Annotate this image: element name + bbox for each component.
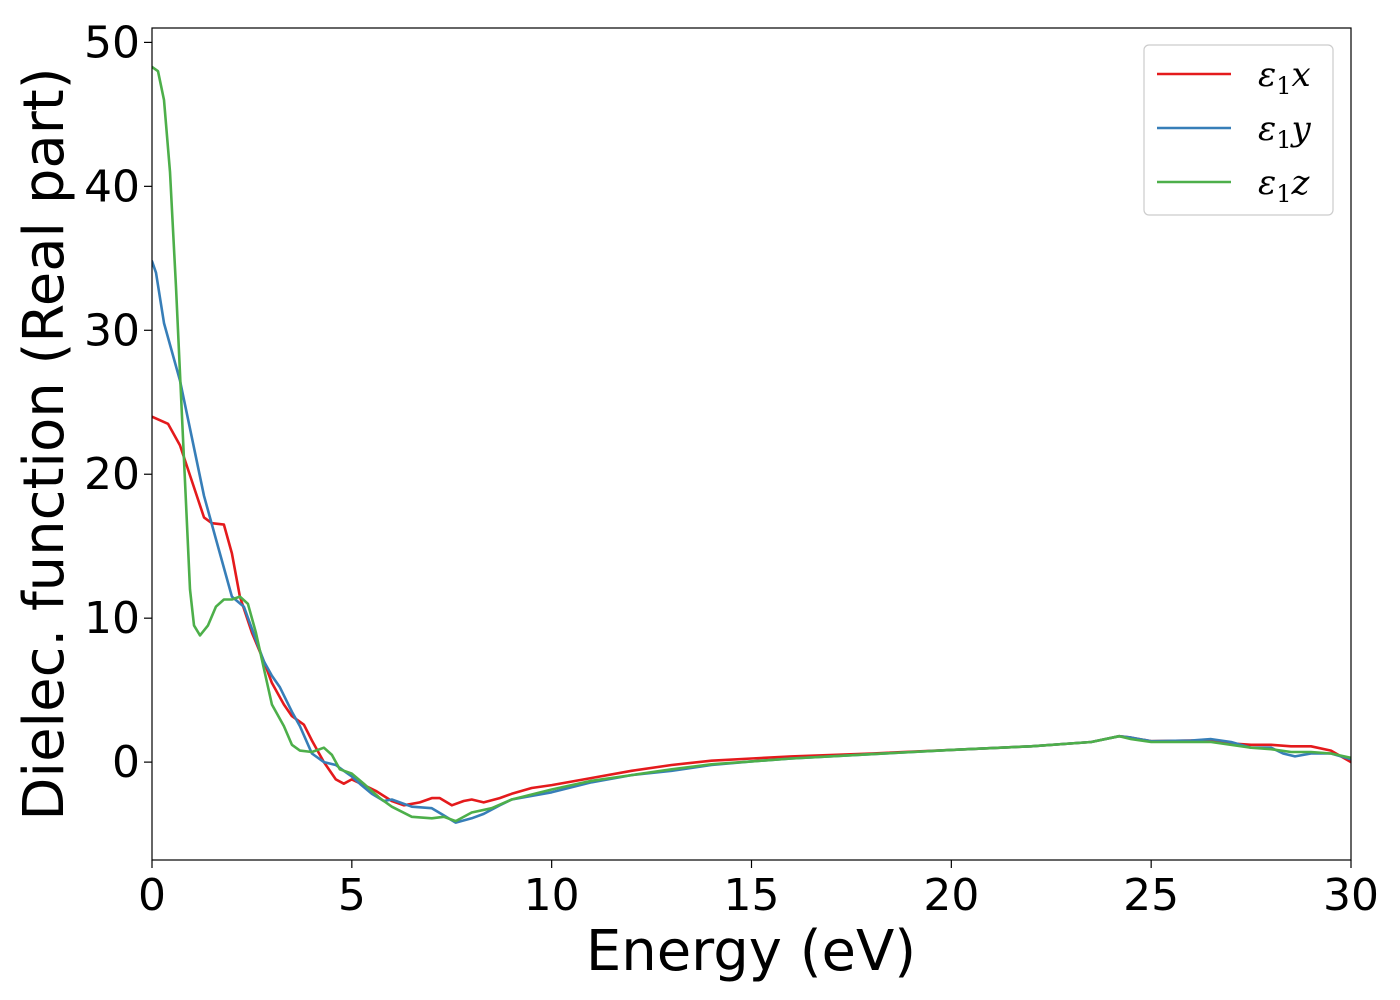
- legend-label-y: ε1y: [1258, 109, 1312, 154]
- series-lines: [152, 65, 1351, 824]
- y-tick-label: 40: [84, 161, 140, 212]
- legend-box: [1143, 44, 1334, 216]
- x-tick-label: 0: [138, 870, 166, 921]
- x-tick-label: 5: [338, 870, 366, 921]
- legend-label-x: ε1x: [1258, 55, 1311, 100]
- series-line-z: [152, 65, 1351, 823]
- x-tick-label: 15: [724, 870, 780, 921]
- y-tick-label: 10: [84, 593, 140, 644]
- y-tick-label: 30: [84, 305, 140, 356]
- x-axis: 0 5 10 15 20 25 30: [138, 860, 1379, 921]
- y-axis-label: Dielec. function (Real part): [12, 67, 77, 820]
- x-tick-label: 30: [1323, 870, 1379, 921]
- legend: ε1x ε1y ε1z: [1143, 44, 1334, 216]
- x-tick-label: 10: [524, 870, 580, 921]
- y-tick-label: 0: [112, 737, 140, 788]
- x-tick-label: 25: [1123, 870, 1179, 921]
- legend-label-z: ε1z: [1258, 163, 1311, 208]
- y-axis: 0 10 20 30 40 50: [84, 17, 152, 788]
- x-tick-label: 20: [923, 870, 979, 921]
- x-axis-label: Energy (eV): [586, 919, 916, 984]
- y-tick-label: 20: [84, 449, 140, 500]
- y-tick-label: 50: [84, 17, 140, 68]
